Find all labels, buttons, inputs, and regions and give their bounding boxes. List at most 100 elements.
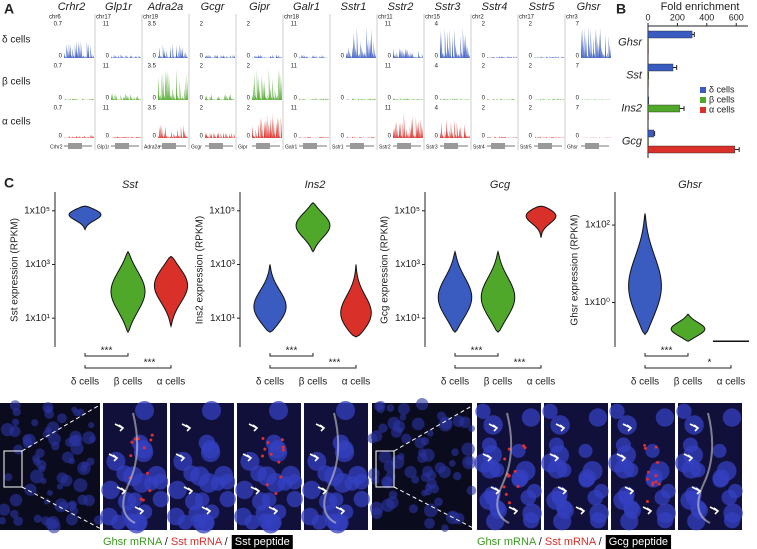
gene-exon <box>162 143 176 149</box>
nucleus <box>461 442 475 456</box>
nucleus <box>587 489 604 506</box>
nucleus <box>448 511 457 520</box>
track-zero: 0 <box>294 54 298 60</box>
violin <box>153 255 189 328</box>
gene-exon <box>68 143 82 149</box>
gene-exon <box>209 143 223 149</box>
nucleus <box>578 443 593 458</box>
x-tick-label: δ cells <box>631 377 659 388</box>
violin <box>480 250 516 333</box>
nucleus <box>56 483 64 490</box>
caption-part: / <box>539 536 543 548</box>
nucleus <box>214 465 234 485</box>
nucleus <box>589 512 607 529</box>
nucleus <box>386 404 395 412</box>
nucleus <box>371 507 383 520</box>
legend-label: α cells <box>709 104 735 114</box>
significance: *** <box>514 358 526 369</box>
nucleus <box>257 466 277 486</box>
track-scale: 11 <box>103 22 110 28</box>
nucleus <box>426 429 434 437</box>
category-label: Ins2 <box>621 102 642 114</box>
x-tick-label: β cells <box>114 377 143 388</box>
arrow <box>482 453 493 462</box>
nucleus <box>466 485 477 496</box>
nucleus <box>373 401 384 411</box>
gene-model-label: Sstr5 <box>520 144 532 150</box>
zoom-line <box>393 486 478 531</box>
coverage-track <box>534 56 564 58</box>
track-zero: 0 <box>341 96 345 102</box>
nucleus <box>43 498 50 505</box>
nucleus <box>302 480 321 500</box>
nucleus <box>4 473 13 482</box>
nucleus <box>388 490 398 499</box>
nucleus <box>190 466 210 486</box>
arrow <box>183 486 194 495</box>
panel-label: B <box>616 1 626 17</box>
chromosome: chr3 <box>566 15 578 21</box>
caption: Ghsr mRNA / Sst mRNA / <box>103 536 229 548</box>
nucleus <box>712 443 727 458</box>
signal <box>261 454 265 458</box>
subplot-title: Sst <box>122 179 139 191</box>
arrow <box>622 423 633 432</box>
track-zero: 0 <box>576 54 580 60</box>
significance: *** <box>471 346 483 357</box>
zoom-line <box>393 402 478 452</box>
coverage-track <box>581 26 611 58</box>
violin <box>628 213 662 336</box>
violin <box>253 264 287 333</box>
signal <box>507 501 511 505</box>
nucleus <box>434 497 443 507</box>
gene-model-label: Glp1r <box>97 144 110 150</box>
nucleus <box>654 489 671 506</box>
track-zero: 0 <box>247 54 251 60</box>
nucleus <box>13 444 24 455</box>
arrow <box>134 506 145 515</box>
track-zero: 0 <box>294 134 298 140</box>
gene-model-label: Adra2a <box>144 144 160 150</box>
nucleus <box>475 403 491 419</box>
gene-name: Ghsr <box>577 1 602 13</box>
gene-model-label: Sstr1 <box>332 144 344 150</box>
y-tick-label: 1x10³ <box>25 259 51 270</box>
inset-box <box>375 450 395 488</box>
signal <box>513 469 517 473</box>
x-tick-label: 0 <box>645 12 650 22</box>
nucleus <box>582 460 603 481</box>
significance-bracket <box>84 353 129 357</box>
arrow <box>248 423 259 432</box>
arrow <box>309 453 320 462</box>
nucleus <box>411 417 425 431</box>
track-scale: 11 <box>385 22 392 28</box>
coverage-track <box>111 92 141 100</box>
nucleus <box>68 457 75 465</box>
y-tick-label: 1x10¹ <box>210 313 236 324</box>
x-tick-label: δ cells <box>441 377 469 388</box>
coverage-track <box>440 118 470 138</box>
gene-exon <box>350 143 364 149</box>
track-scale: 3.5 <box>148 22 157 28</box>
track-scale: 11 <box>103 64 110 70</box>
nucleus <box>269 401 289 421</box>
coverage-track <box>534 136 564 138</box>
track-zero: 0 <box>529 134 533 140</box>
gene-exon <box>256 143 270 149</box>
track-scale: 11 <box>291 22 298 28</box>
nucleus <box>44 408 55 419</box>
row-label: α cells <box>2 117 31 128</box>
chromosome: chr17 <box>96 15 112 21</box>
gene-name: Sstr2 <box>388 1 414 13</box>
track-zero: 0 <box>247 96 251 102</box>
gene-model-label: Sstr4 <box>473 144 485 150</box>
caption-part: Ghsr mRNA <box>477 536 537 548</box>
significance-bracket <box>454 353 499 357</box>
nucleus <box>82 431 96 445</box>
significance-bracket <box>269 353 314 357</box>
track-scale: 0.7 <box>54 64 63 70</box>
track-scale: 11 <box>385 64 392 70</box>
nucleus <box>397 402 410 415</box>
arrow <box>490 486 501 495</box>
nucleus <box>168 480 187 500</box>
